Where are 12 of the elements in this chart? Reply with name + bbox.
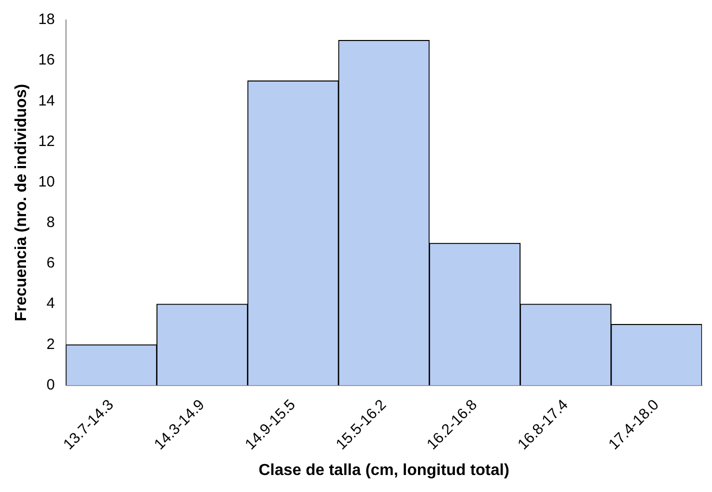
y-tick-label: 2 — [46, 336, 55, 353]
y-tick-label: 4 — [46, 295, 55, 312]
y-tick-label: 16 — [38, 52, 55, 69]
y-tick-label: 12 — [38, 132, 55, 150]
y-tick-label: 10 — [38, 173, 55, 190]
y-tick-label: 0 — [46, 376, 55, 394]
y-axis-title: Frecuencia (nro. de individuos) — [13, 84, 30, 322]
y-tick-label: 18 — [38, 11, 55, 28]
y-tick-label: 6 — [46, 254, 55, 272]
y-tick-label: 14 — [38, 92, 55, 110]
x-axis-title: Clase de talla (cm, longitud total) — [258, 462, 510, 479]
y-tick-label: 8 — [46, 214, 55, 232]
